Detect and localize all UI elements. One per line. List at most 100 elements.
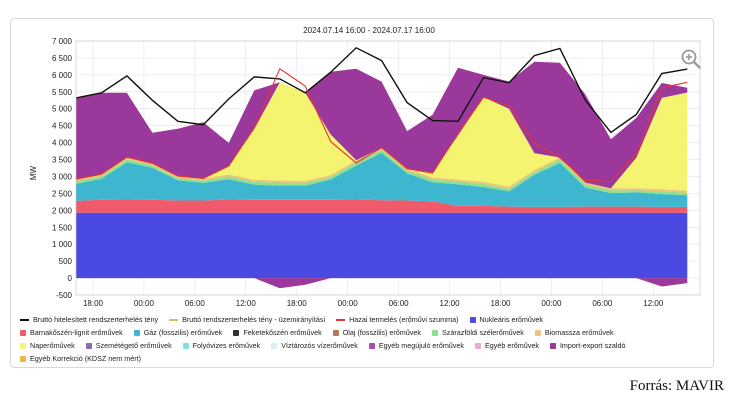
- y-tick-label: 6 500: [52, 54, 73, 63]
- x-tick-label: 06:00: [185, 299, 206, 308]
- legend-label: Bruttó rendszerterhelés tény - üzemirány…: [182, 315, 326, 324]
- y-tick-label: 3 500: [52, 156, 73, 165]
- legend-label: Naperőművek: [30, 341, 75, 350]
- legend-label: Egyéb Korrekció (KDSZ nem mért): [30, 354, 142, 363]
- legend-item[interactable]: Egyéb megújuló erőművek: [368, 339, 464, 352]
- y-tick-label: 2 500: [52, 189, 73, 198]
- legend-swatch: [475, 342, 481, 349]
- legend-item[interactable]: Bruttó hitelesített rendszerterhelés tén…: [20, 313, 158, 326]
- y-tick-label: -500: [56, 291, 73, 300]
- legend-swatch: [133, 329, 140, 336]
- legend-item[interactable]: Szárazföldi szélerőművek: [431, 326, 524, 339]
- legend-swatch: [20, 318, 29, 321]
- line-series-0: [75, 46, 688, 134]
- y-axis-label: MW: [29, 165, 38, 180]
- y-tick-label: 0: [68, 274, 73, 283]
- legend-swatch: [20, 355, 26, 362]
- legend-item[interactable]: Olaj (fosszilis) erőművek: [332, 326, 421, 339]
- legend-item[interactable]: Import-export szaldó: [549, 339, 626, 352]
- legend-item[interactable]: Barnakőszén-lignit erőművek: [20, 326, 123, 339]
- legend-label: Gáz (fosszilis) erőművek: [143, 328, 223, 337]
- legend-swatch: [20, 329, 26, 336]
- legend-item[interactable]: Naperőművek: [20, 339, 75, 352]
- zoom-icon[interactable]: [680, 48, 702, 70]
- area-series-2: [76, 152, 688, 207]
- legend-item[interactable]: Szemétégető erőművek: [85, 339, 172, 352]
- legend-label: Feketekőszén erőművek: [243, 328, 322, 337]
- legend-swatch: [431, 329, 438, 336]
- x-tick-label: 06:00: [592, 299, 613, 308]
- y-tick-label: 7 000: [52, 37, 73, 46]
- x-tick-label: 06:00: [389, 299, 410, 308]
- legend-label: Bruttó hitelesített rendszerterhelés tén…: [33, 315, 159, 324]
- legend-swatch: [336, 318, 346, 321]
- chart-title: 2024.07.14 16:00 - 2024.07.17 16:00: [303, 26, 435, 35]
- legend-swatch: [534, 329, 541, 336]
- x-tick-label: 12:00: [236, 299, 257, 308]
- legend-swatch: [169, 318, 179, 321]
- y-tick-label: 5 000: [52, 105, 73, 114]
- legend-swatch: [368, 342, 375, 349]
- x-tick-label: 18:00: [287, 299, 308, 308]
- legend-swatch: [271, 342, 278, 349]
- legend-label: Biomassza erőművek: [544, 328, 614, 337]
- area-series-3: [76, 149, 688, 196]
- y-tick-label: 4 000: [52, 139, 73, 148]
- y-tick-label: 5 500: [52, 88, 73, 97]
- y-tick-label: 500: [59, 257, 73, 266]
- legend-label: Nukleáris erőművek: [479, 315, 544, 324]
- legend-label: Egyéb megújuló erőművek: [378, 341, 464, 350]
- legend-item[interactable]: Biomassza erőművek: [534, 326, 614, 339]
- plot-frame: [75, 40, 701, 296]
- legend-swatch: [332, 329, 339, 336]
- x-tick-label: 00:00: [134, 299, 155, 308]
- legend-label: Víztározós vízerőművek: [281, 341, 358, 350]
- y-tick-label: 1 000: [52, 240, 73, 249]
- area-series-6: [76, 61, 688, 189]
- y-tick-label: 2 000: [52, 206, 73, 215]
- legend-label: Hazai termelés (erőművi szumma): [349, 315, 459, 324]
- legend-label: Folyóvizes erőművek: [192, 341, 261, 350]
- area-series-1: [76, 199, 688, 213]
- y-tick-label: 1 500: [52, 223, 73, 232]
- legend-item[interactable]: Nukleáris erőművek: [469, 313, 544, 326]
- y-tick-label: 4 500: [52, 122, 73, 131]
- area-series-5: [76, 82, 688, 191]
- area-import-export-negative: [76, 278, 688, 289]
- x-tick-label: 18:00: [83, 299, 104, 308]
- legend-row: Bruttó hitelesített rendszerterhelés tén…: [20, 313, 710, 326]
- area-series-0: [76, 212, 688, 279]
- legend-swatch: [549, 342, 556, 349]
- x-tick-label: 12:00: [440, 299, 461, 308]
- legend-row: Naperőművek Szemétégető erőművek Folyóvize…: [20, 339, 710, 352]
- x-tick-label: 18:00: [490, 299, 511, 308]
- legend-label: Szemétégető erőművek: [95, 341, 172, 350]
- legend-label: Import-export szaldó: [559, 341, 626, 350]
- x-tick-label: 00:00: [541, 299, 562, 308]
- source-credit: Forrás: MAVIR: [629, 378, 724, 394]
- x-tick-label: 00:00: [338, 299, 359, 308]
- legend-item[interactable]: Feketekőszén erőművek: [233, 326, 322, 339]
- legend-swatch: [85, 342, 92, 349]
- legend-label: Barnakőszén-lignit erőművek: [30, 328, 123, 337]
- legend-item[interactable]: Egyéb Korrekció (KDSZ nem mért): [20, 352, 141, 365]
- y-tick-label: 6 000: [52, 71, 73, 80]
- legend-row: Barnakőszén-lignit erőművek Gáz (fosszili…: [20, 326, 710, 339]
- y-tick-label: 3 000: [52, 172, 73, 181]
- legend-item[interactable]: Hazai termelés (erőművi szumma): [336, 313, 459, 326]
- legend-item[interactable]: Gáz (fosszilis) erőművek: [133, 326, 223, 339]
- legend-item[interactable]: Víztározós vízerőművek: [271, 339, 358, 352]
- legend-item[interactable]: Folyóvizes erőművek: [182, 339, 261, 352]
- legend-item[interactable]: Bruttó rendszerterhelés tény - üzemirány…: [169, 313, 325, 326]
- x-tick-label: 12:00: [643, 299, 664, 308]
- legend-row: Egyéb Korrekció (KDSZ nem mért): [20, 352, 710, 365]
- legend-label: Egyéb erőművek: [485, 341, 539, 350]
- legend-swatch: [20, 342, 26, 349]
- chart-legend: Bruttó hitelesített rendszerterhelés tén…: [20, 313, 710, 365]
- legend-swatch: [182, 342, 189, 349]
- legend-label: Szárazföldi szélerőművek: [441, 328, 524, 337]
- legend-item[interactable]: Egyéb erőművek: [475, 339, 539, 352]
- legend-label: Olaj (fosszilis) erőművek: [342, 328, 421, 337]
- line-series-1: [75, 67, 688, 183]
